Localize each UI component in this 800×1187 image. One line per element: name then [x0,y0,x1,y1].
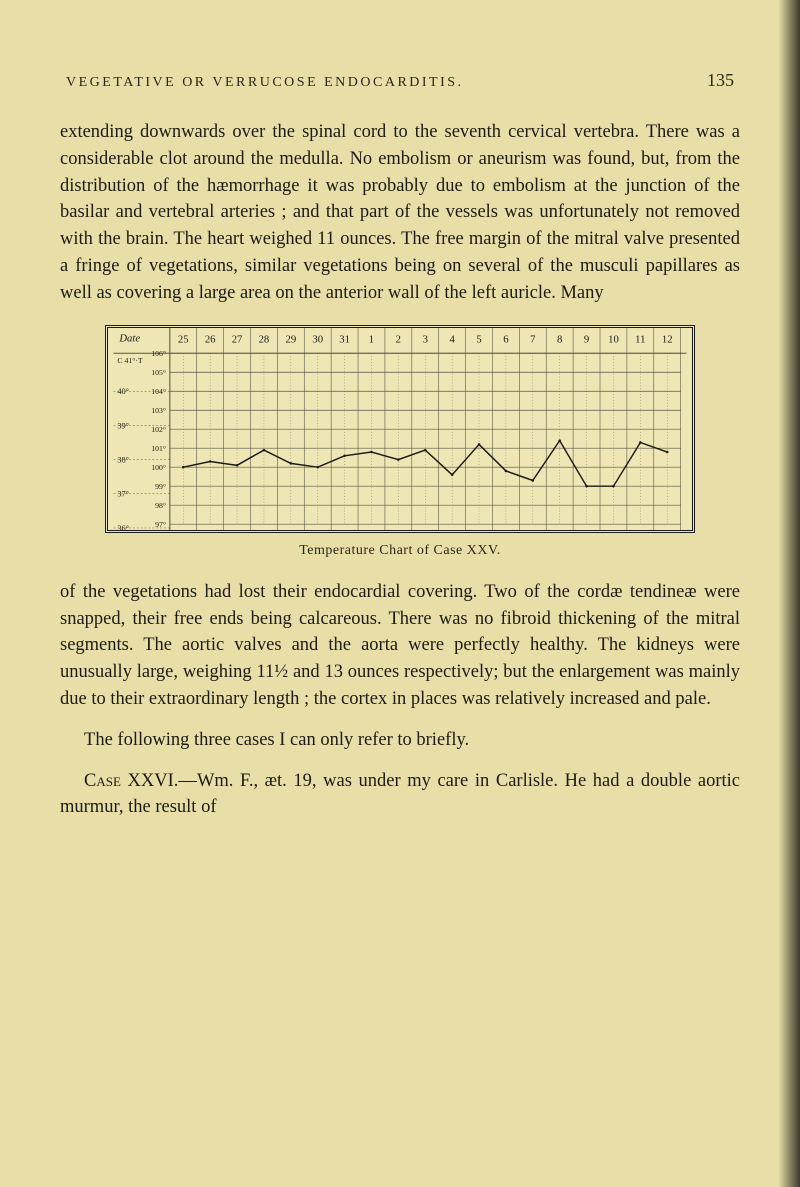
svg-text:28: 28 [259,333,270,345]
paragraph-2: of the vegetations had lost their endoca… [60,579,740,822]
svg-text:99°: 99° [155,482,166,491]
svg-text:98°: 98° [155,501,166,510]
para4-text: Case XXVI.—Wm. F., æt. 19, was under my … [60,768,740,822]
svg-text:104°: 104° [151,387,166,396]
svg-text:106°: 106° [151,349,166,358]
svg-text:29: 29 [285,333,296,345]
svg-text:10: 10 [608,333,619,345]
svg-text:30: 30 [312,333,323,345]
scan-shadow [778,0,800,1187]
svg-text:Date: Date [118,332,140,344]
page-number: 135 [707,70,734,91]
running-header: VEGETATIVE OR VERRUCOSE ENDOCARDITIS. 13… [60,70,740,91]
paragraph-1: extending downwards over the spinal cord… [60,119,740,307]
svg-text:2: 2 [396,333,401,345]
svg-text:102°: 102° [151,425,166,434]
svg-text:31: 31 [339,333,350,345]
svg-text:101°: 101° [151,444,166,453]
svg-text:100°: 100° [151,463,166,472]
running-title: VEGETATIVE OR VERRUCOSE ENDOCARDITIS. [66,75,464,91]
svg-text:5: 5 [476,333,481,345]
svg-text:11: 11 [635,333,645,345]
para2-text: of the vegetations had lost their endoca… [60,579,740,713]
case-number: XXVI.— [121,771,197,791]
svg-text:105°: 105° [151,368,166,377]
svg-text:6: 6 [503,333,509,345]
svg-text:4: 4 [449,333,455,345]
para3-text: The following three cases I can only ref… [60,727,740,754]
svg-text:25: 25 [178,333,189,345]
scanned-page: VEGETATIVE OR VERRUCOSE ENDOCARDITIS. 13… [60,0,740,821]
svg-text:26: 26 [205,333,216,345]
temperature-chart: DateC 41°·T25262728293031123456789101112… [105,325,695,533]
case-prefix: Case [84,771,121,791]
para1-text: extending downwards over the spinal cord… [60,119,740,307]
chart-svg: DateC 41°·T25262728293031123456789101112… [108,328,692,530]
svg-text:39°: 39° [117,421,129,430]
svg-text:1: 1 [369,333,374,345]
svg-text:27: 27 [232,333,243,345]
svg-text:9: 9 [584,333,589,345]
svg-text:36°: 36° [117,524,129,530]
svg-text:7: 7 [530,333,536,345]
svg-text:37°: 37° [117,489,129,498]
svg-text:12: 12 [662,333,673,345]
svg-text:3: 3 [423,333,428,345]
svg-text:C 41°·T: C 41°·T [117,356,143,365]
svg-text:40°: 40° [117,387,129,396]
chart-caption: Temperature Chart of Case XXV. [60,543,740,559]
svg-text:38°: 38° [117,455,129,464]
svg-text:103°: 103° [151,406,166,415]
svg-text:8: 8 [557,333,562,345]
